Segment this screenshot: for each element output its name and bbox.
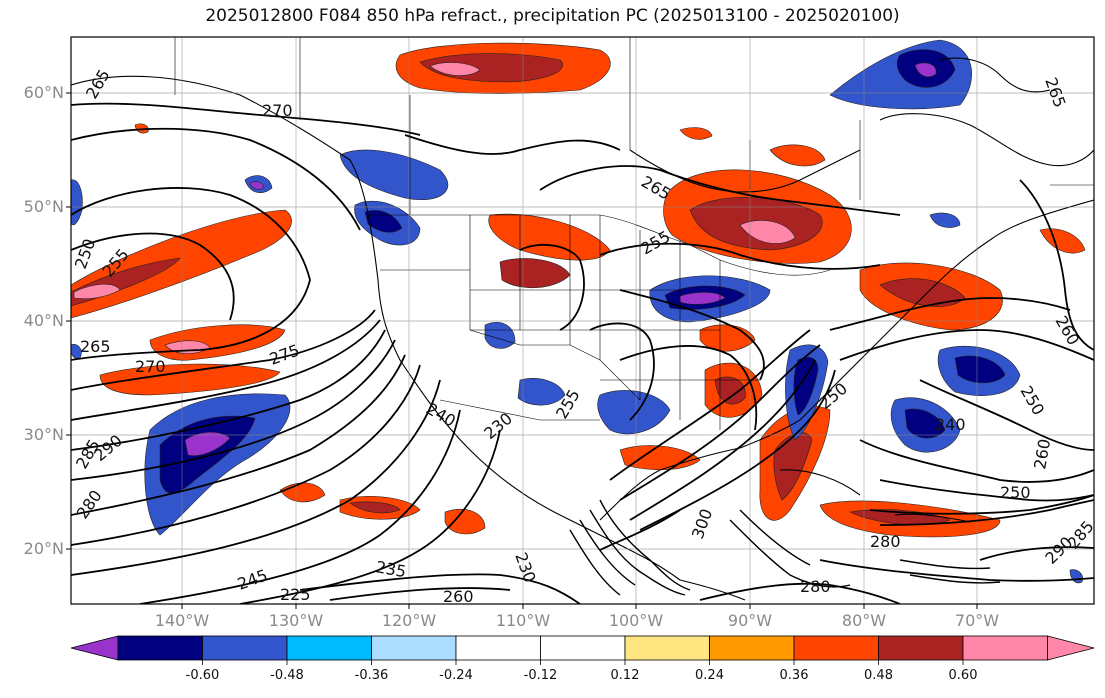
colorbar-segment [202, 635, 288, 661]
colorbar [70, 635, 1095, 665]
lon-label: 100°W [608, 611, 664, 630]
colorbar-segment [117, 635, 203, 661]
lat-label: 40°N [23, 311, 64, 330]
precip-shading [71, 39, 1086, 584]
colorbar-segment [878, 635, 964, 661]
colorbar-segment [286, 635, 372, 661]
gridlines [71, 37, 1094, 604]
svg-text:260: 260 [443, 587, 474, 606]
colorbar-tick-label: 0.36 [779, 668, 809, 683]
lon-label: 130°W [268, 611, 324, 630]
lon-label: 140°W [154, 611, 210, 630]
colorbar-segment [371, 635, 457, 661]
refractivity-contours [71, 102, 1094, 604]
colorbar-tick-label: 0.24 [695, 668, 724, 683]
lon-label: 90°W [727, 611, 773, 630]
colorbar-segment [624, 635, 710, 661]
lon-label: 110°W [495, 611, 551, 630]
lon-label: 70°W [954, 611, 1000, 630]
lat-label: 60°N [23, 83, 64, 102]
colorbar-tick-label: -0.48 [270, 668, 304, 683]
svg-text:265: 265 [80, 337, 111, 356]
colorbar-tick-label: -0.60 [185, 668, 220, 683]
lat-label: 30°N [23, 425, 64, 444]
svg-text:280: 280 [800, 577, 831, 596]
colorbar-segment [962, 635, 1048, 661]
svg-text:270: 270 [262, 101, 293, 120]
map-title: 2025012800 F084 850 hPa refract., precip… [205, 6, 900, 26]
colorbar-segment [1047, 635, 1095, 661]
axis-ticks [66, 92, 978, 609]
colorbar-tick-label: -0.36 [354, 668, 389, 683]
colorbar-tick-label: 0.48 [864, 668, 893, 683]
lon-label: 120°W [381, 611, 437, 630]
svg-text:270: 270 [135, 357, 166, 376]
colorbar-segment [70, 635, 119, 661]
colorbar-segment [455, 635, 541, 661]
colorbar-tick-label: -0.24 [439, 668, 473, 683]
contour-cluster [569, 499, 1001, 596]
colorbar-tick-label: 0.12 [610, 668, 640, 683]
colorbar-segment [540, 635, 626, 661]
colorbar-segment [709, 635, 795, 661]
svg-text:280: 280 [870, 532, 901, 551]
colorbar-tick-label: -0.12 [523, 668, 558, 683]
colorbar-segment [793, 635, 879, 661]
svg-text:225: 225 [280, 585, 311, 604]
lat-label: 20°N [23, 539, 64, 558]
colorbar-tick-label: 0.60 [948, 668, 978, 683]
lat-label: 50°N [23, 197, 64, 216]
lon-label: 80°W [841, 611, 887, 630]
svg-text:240: 240 [935, 415, 966, 434]
svg-text:250: 250 [1000, 483, 1031, 502]
